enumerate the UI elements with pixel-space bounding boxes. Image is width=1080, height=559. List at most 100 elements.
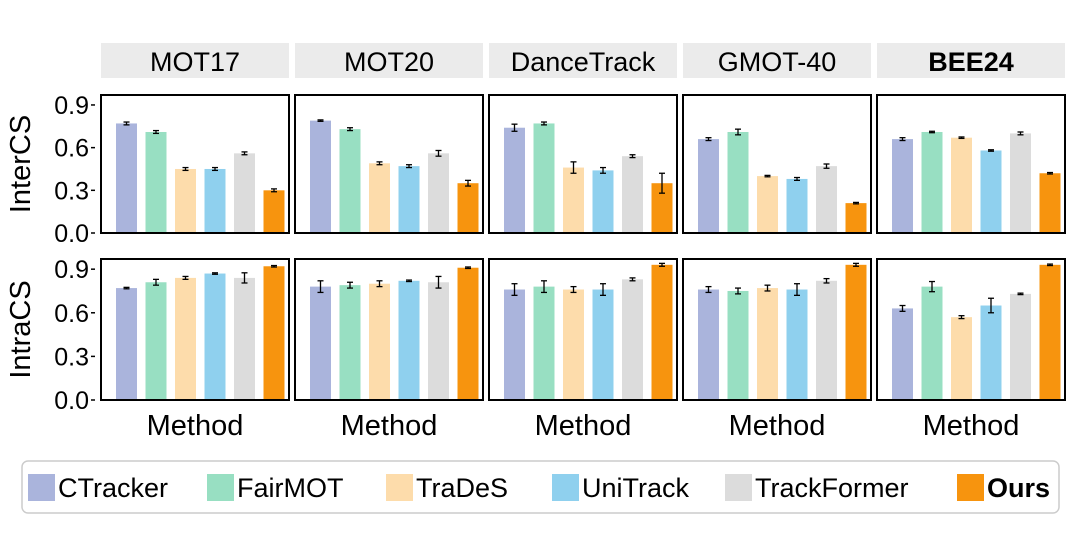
bar-trackformer [816,280,837,400]
bar-ours [457,183,479,233]
bar-unitrack [592,170,614,233]
bar-fairmot [533,123,555,233]
bar-ours [457,267,479,400]
bar-ours [651,264,673,400]
facet-label: BEE24 [928,47,1014,77]
facet-label: GMOT-40 [718,47,837,77]
x-axis-label: Method [729,410,826,442]
bar-fairmot [145,282,167,400]
bar-trackformer [1010,293,1031,400]
bar-trackformer [622,279,643,400]
row-label: InterCS [5,115,37,213]
bar-trades [563,289,584,400]
panel-border [294,94,484,234]
y-tick-label: 0.9 [54,256,89,284]
facet-strip-bg [683,43,871,78]
legend-swatch-fairmot [207,474,234,501]
facet-strip-bg [877,43,1065,78]
legend-swatch-trackformer [725,474,752,501]
legend-swatch-ctracker [28,474,55,501]
bar-fairmot [339,285,361,400]
bar-ctracker [310,286,331,400]
bar-fairmot [533,286,555,400]
facet-strip-bg [295,43,483,78]
panel-border [876,94,1066,234]
facet-label: DanceTrack [511,47,656,77]
bar-unitrack [786,289,808,400]
bar-unitrack [980,305,1002,400]
bar-trades [369,163,390,233]
panel-border [294,258,484,401]
bar-trackformer [428,282,449,400]
bar-trades [369,283,390,400]
bar-ctracker [116,288,137,400]
panel-border [100,258,290,401]
bar-fairmot [727,131,749,233]
facet-strip-bg [101,43,289,78]
legend-label: TrackFormer [755,473,909,503]
bar-ctracker [892,308,913,400]
y-tick-label: 0.0 [54,220,89,248]
bar-ours [845,203,867,233]
y-tick-label: 0.6 [54,300,89,328]
y-tick-label: 0.9 [54,92,89,120]
bar-trackformer [1010,133,1031,233]
bar-unitrack [592,289,614,400]
bar-trackformer [234,153,255,233]
bar-ours [263,266,285,400]
bar-ctracker [504,289,525,400]
legend-swatch-unitrack [552,474,579,501]
bar-fairmot [921,131,943,233]
x-axis-label: Method [341,410,438,442]
legend-swatch-trades [386,474,413,501]
legend-label: Ours [987,473,1050,503]
legend-label: UniTrack [582,473,690,503]
y-tick-label: 0.6 [54,135,89,163]
panel-border [876,258,1066,401]
bar-trades [757,176,778,233]
legend-box [21,460,1060,514]
bar-fairmot [921,286,943,400]
bar-trades [951,137,972,233]
bar-ctracker [504,127,525,233]
facet-label: MOT17 [150,47,240,77]
y-tick-label: 0.3 [54,343,89,371]
bar-ours [1039,264,1061,400]
panel-border [682,94,872,234]
legend-label: TraDeS [416,473,508,503]
bar-fairmot [145,131,167,233]
bar-unitrack [204,273,226,400]
bar-trades [951,317,972,400]
bar-ours [1039,173,1061,233]
panel-border [488,258,678,401]
bar-trades [175,168,196,233]
bar-trackformer [816,166,837,233]
x-axis-label: Method [147,410,244,442]
facet-strip-bg [489,43,677,78]
y-tick-label: 0.3 [54,177,89,205]
bar-unitrack [980,150,1002,233]
bar-ctracker [698,139,719,233]
bar-trades [563,167,584,233]
panel-border [682,258,872,401]
bar-unitrack [204,168,226,233]
row-label: IntraCS [5,280,37,378]
bar-ours [651,183,673,233]
bar-ctracker [310,120,331,233]
bar-ctracker [892,139,913,233]
bar-trackformer [234,277,255,400]
bar-fairmot [727,290,749,400]
panel-border [488,94,678,234]
bar-trackformer [428,153,449,233]
legend-swatch-ours [957,474,984,501]
x-axis-label: Method [923,410,1020,442]
panel-border [100,94,290,234]
facet-label: MOT20 [344,47,434,77]
bar-unitrack [398,166,420,233]
legend-label: FairMOT [237,473,343,503]
legend-label: CTracker [58,473,168,503]
x-axis-label: Method [535,410,632,442]
bar-unitrack [786,178,808,233]
bar-ours [845,264,867,400]
